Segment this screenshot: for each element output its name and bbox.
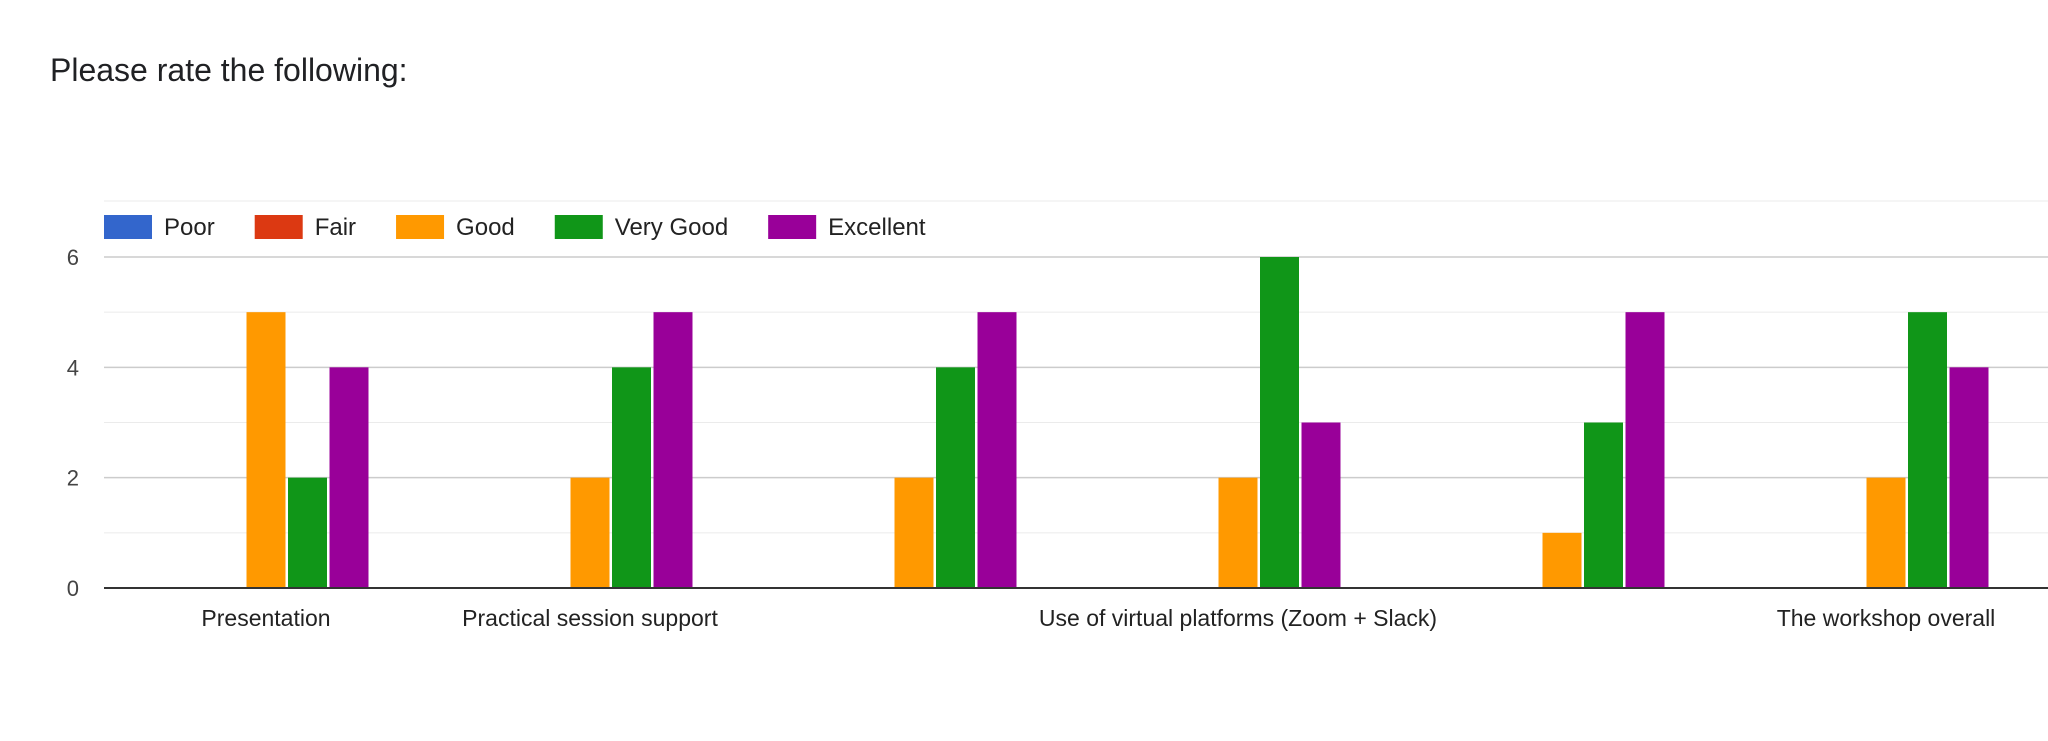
bar-good xyxy=(570,477,610,588)
chart-axes: 0 2 4 6 Presentation Practical session suppor… xyxy=(67,245,2048,631)
bar-very-good xyxy=(612,367,651,588)
legend-label: Very Good xyxy=(615,214,728,241)
bar-good xyxy=(246,312,286,588)
legend-swatch xyxy=(104,215,152,239)
bar-good xyxy=(894,477,934,588)
x-category-label: The workshop overall xyxy=(1777,605,1996,631)
bar-excellent xyxy=(329,367,369,588)
bar-very-good xyxy=(288,477,327,588)
legend-item: Excellent xyxy=(768,214,926,241)
chart-gridlines xyxy=(104,200,2048,534)
legend-swatch xyxy=(396,215,445,239)
bar-excellent xyxy=(977,312,1017,588)
bar-very-good xyxy=(1260,257,1299,588)
bar-good xyxy=(1218,477,1258,588)
legend-swatch xyxy=(768,215,817,239)
legend-item: Very Good xyxy=(554,214,728,241)
bar-very-good xyxy=(1908,312,1947,588)
bar-very-good xyxy=(936,367,975,588)
x-category-label: Use of virtual platforms (Zoom + Slack) xyxy=(1039,605,1437,631)
y-tick-label: 6 xyxy=(67,245,79,270)
x-category-label: Presentation xyxy=(201,605,330,631)
y-tick-label: 2 xyxy=(67,466,79,491)
legend-swatch xyxy=(554,215,603,239)
legend-label: Excellent xyxy=(828,214,926,241)
bar-excellent xyxy=(1301,422,1341,588)
legend-item: Fair xyxy=(254,214,356,241)
bar-good xyxy=(1542,532,1582,588)
legend-label: Fair xyxy=(315,214,356,241)
bar-good xyxy=(1866,477,1906,588)
x-category-label: Practical session support xyxy=(462,605,718,631)
y-tick-label: 4 xyxy=(67,355,79,380)
chart-legend: Poor Fair Good Very Good Excellent xyxy=(104,214,926,241)
legend-item: Poor xyxy=(104,214,215,241)
bar-excellent xyxy=(1949,367,1989,588)
y-tick-label: 0 xyxy=(67,576,79,601)
bar-excellent xyxy=(653,312,693,588)
legend-swatch xyxy=(254,215,303,239)
legend-label: Poor xyxy=(164,214,215,241)
chart-bars xyxy=(246,257,1989,588)
legend-label: Good xyxy=(456,214,515,241)
bar-excellent xyxy=(1625,312,1665,588)
question-title: Please rate the following: xyxy=(50,52,408,88)
bar-very-good xyxy=(1584,422,1623,588)
legend-item: Good xyxy=(396,214,515,241)
